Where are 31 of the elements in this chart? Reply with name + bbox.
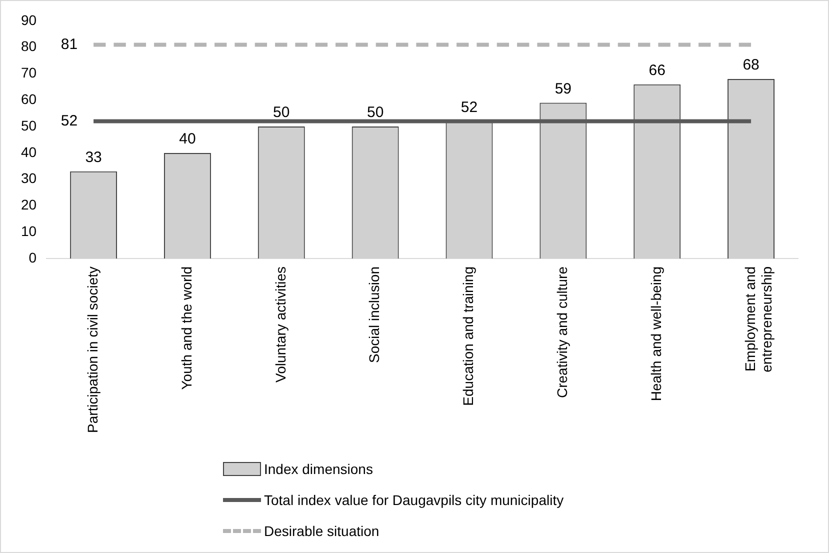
x-tick-label: Education and training (460, 266, 476, 406)
y-tick-label: 20 (20, 196, 37, 213)
y-tick-label: 80 (20, 38, 37, 54)
y-tick-label: 10 (20, 222, 37, 239)
x-tick-label: Health and well-being (648, 266, 664, 402)
data-label: 59 (554, 80, 572, 98)
y-tick-label: 30 (20, 170, 37, 186)
x-tick-label: Youth and the world (178, 266, 194, 390)
data-label: 81 (60, 36, 78, 53)
data-label: 68 (742, 56, 760, 74)
data-label: 33 (85, 149, 102, 166)
y-tick-label: 0 (28, 249, 37, 266)
y-tick-label: 50 (20, 117, 37, 134)
x-tick-label: Social inclusion (366, 266, 382, 363)
data-label: 66 (648, 62, 666, 79)
y-tick-label: 70 (20, 64, 37, 81)
x-tick-label: Voluntary activities (272, 266, 288, 382)
data-label: 40 (179, 130, 196, 148)
legend-label: Desirable situation (264, 522, 380, 538)
y-tick-label: 40 (20, 144, 37, 160)
data-label: 50 (273, 104, 290, 122)
data-label: 52 (460, 98, 478, 116)
data-label: 50 (366, 104, 384, 122)
y-tick-label: 60 (20, 91, 37, 108)
data-label: 52 (60, 112, 78, 130)
x-tick-label: Participation in civil society (84, 266, 100, 434)
legend-label: Index dimensions (264, 460, 373, 476)
legend-label: Total index value for Daugavpils city municipality (264, 492, 564, 508)
x-tick-label: Employment and entrepreneurship (742, 266, 775, 372)
x-tick-label: Creativity and culture (554, 266, 570, 398)
y-tick-label: 90 (20, 12, 37, 28)
